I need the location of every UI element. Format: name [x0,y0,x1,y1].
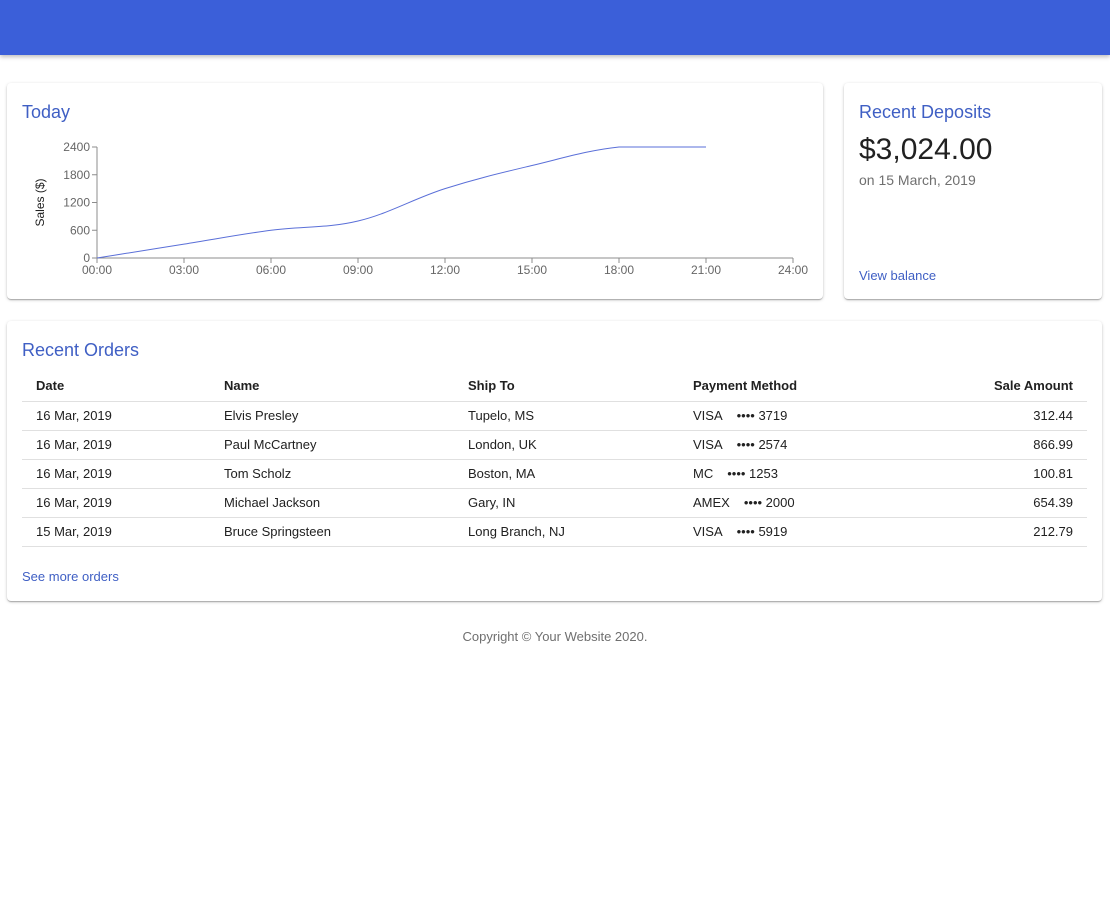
order-date: 16 Mar, 2019 [22,401,210,431]
column-header-payment-method: Payment Method [679,371,909,402]
payment-type: AMEX [693,495,730,510]
order-amount: 866.99 [909,430,1087,460]
order-amount: 212.79 [909,517,1087,547]
sales-series-line [96,146,706,259]
x-tick-label: 00:00 [82,263,112,277]
order-name: Michael Jackson [210,488,454,518]
deposits-card-title: Recent Deposits [859,102,992,122]
orders-table: Date Name Ship To Payment Method Sale Am… [22,371,1087,547]
y-tick-label: 600 [70,223,90,237]
sales-chart-card: Today 0 600 1200 1800 2400 00:00 03:00 06:00 09:… [7,83,823,299]
x-tick-label: 18:00 [604,263,634,277]
payment-card-number: •••• 3719 [736,408,788,423]
x-tick-label: 24:00 [778,263,808,277]
order-ship-to: London, UK [454,430,679,460]
order-amount: 312.44 [909,401,1087,431]
deposit-amount: $3,024.00 [859,133,993,166]
order-date: 16 Mar, 2019 [22,459,210,489]
order-ship-to: Long Branch, NJ [454,517,679,547]
y-tick-label: 1200 [63,196,90,210]
payment-type: VISA [693,408,723,423]
order-payment-method: VISA •••• 2574 [679,430,909,460]
see-more-orders-link[interactable]: See more orders [22,569,119,584]
payment-card-number: •••• 2000 [743,495,795,510]
table-header-row: Date Name Ship To Payment Method Sale Am… [22,371,1087,402]
recent-deposits-card: Recent Deposits $3,024.00 on 15 March, 2… [844,83,1102,299]
payment-type: MC [693,466,714,481]
payment-card-number: •••• 2574 [736,437,788,452]
order-payment-method: VISA •••• 3719 [679,401,909,431]
x-tick-label: 03:00 [169,263,199,277]
deposit-date: on 15 March, 2019 [859,172,976,188]
x-tick-label: 06:00 [256,263,286,277]
order-name: Bruce Springsteen [210,517,454,547]
payment-type: VISA [693,437,723,452]
table-row: 16 Mar, 2019 Elvis Presley Tupelo, MS VI… [22,401,1087,431]
sales-chart: 0 600 1200 1800 2400 00:00 03:00 06:00 09:00 12:0… [33,140,808,277]
order-amount: 100.81 [909,459,1087,489]
chart-card-title: Today [22,102,71,122]
order-ship-to: Tupelo, MS [454,401,679,431]
y-axis-label: Sales ($) [33,178,47,226]
copyright-footer: Copyright © Your Website 2020. [462,629,648,644]
order-payment-method: VISA •••• 5919 [679,517,909,547]
x-tick-label: 21:00 [691,263,721,277]
x-tick-label: 12:00 [430,263,460,277]
order-payment-method: AMEX •••• 2000 [679,488,909,518]
order-payment-method: MC •••• 1253 [679,459,909,489]
payment-card-number: •••• 1253 [727,466,778,481]
order-date: 16 Mar, 2019 [22,430,210,460]
app-bar [0,0,1110,55]
order-amount: 654.39 [909,488,1087,518]
order-date: 15 Mar, 2019 [22,517,210,547]
order-date: 16 Mar, 2019 [22,488,210,518]
y-tick-label: 1800 [63,168,90,182]
column-header-ship-to: Ship To [454,371,679,402]
orders-card-title: Recent Orders [22,340,140,360]
order-name: Elvis Presley [210,401,454,431]
order-ship-to: Boston, MA [454,459,679,489]
order-name: Tom Scholz [210,459,454,489]
column-header-date: Date [22,371,210,402]
payment-card-number: •••• 5919 [736,524,788,539]
order-ship-to: Gary, IN [454,488,679,518]
column-header-name: Name [210,371,454,402]
table-row: 15 Mar, 2019 Bruce Springsteen Long Bran… [22,517,1087,547]
payment-type: VISA [693,524,723,539]
order-name: Paul McCartney [210,430,454,460]
table-row: 16 Mar, 2019 Paul McCartney London, UK V… [22,430,1087,460]
x-tick-label: 15:00 [517,263,547,277]
y-tick-label: 2400 [63,140,90,154]
view-balance-link[interactable]: View balance [859,268,937,283]
table-row: 16 Mar, 2019 Tom Scholz Boston, MA MC •••… [22,459,1087,489]
table-row: 16 Mar, 2019 Michael Jackson Gary, IN AM… [22,488,1087,518]
x-tick-label: 09:00 [343,263,373,277]
y-tick-label: 0 [83,251,90,265]
recent-orders-card: Recent Orders Date Name Ship To Payment … [7,321,1102,601]
column-header-sale-amount: Sale Amount [909,371,1087,402]
